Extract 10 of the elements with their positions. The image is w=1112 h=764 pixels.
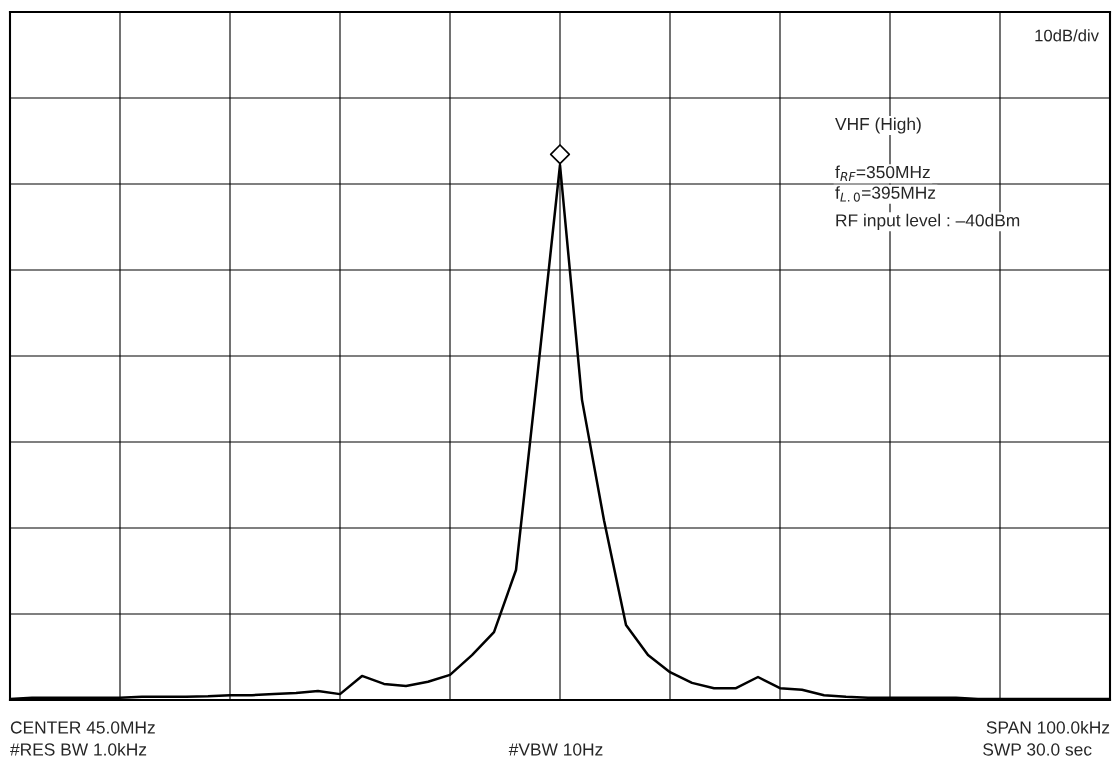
text: CENTER 45.0MHz [10, 721, 155, 734]
text: #VBW 10Hz [508, 743, 603, 756]
annotation: f$_{L.0}$=395MHz [835, 186, 936, 202]
annotation: RF input level : –40dBm [836, 213, 1020, 230]
annotation: f$_{RF}$=350MHz [835, 165, 930, 181]
text: VHF (High) [835, 117, 921, 134]
text: SPAN 100.0kHz [986, 720, 1110, 734]
text: #RES BW 1.0kHz [10, 742, 147, 756]
text: 10dB/div [1035, 29, 1099, 42]
text: SWP 30.0 sec [983, 743, 1092, 756]
